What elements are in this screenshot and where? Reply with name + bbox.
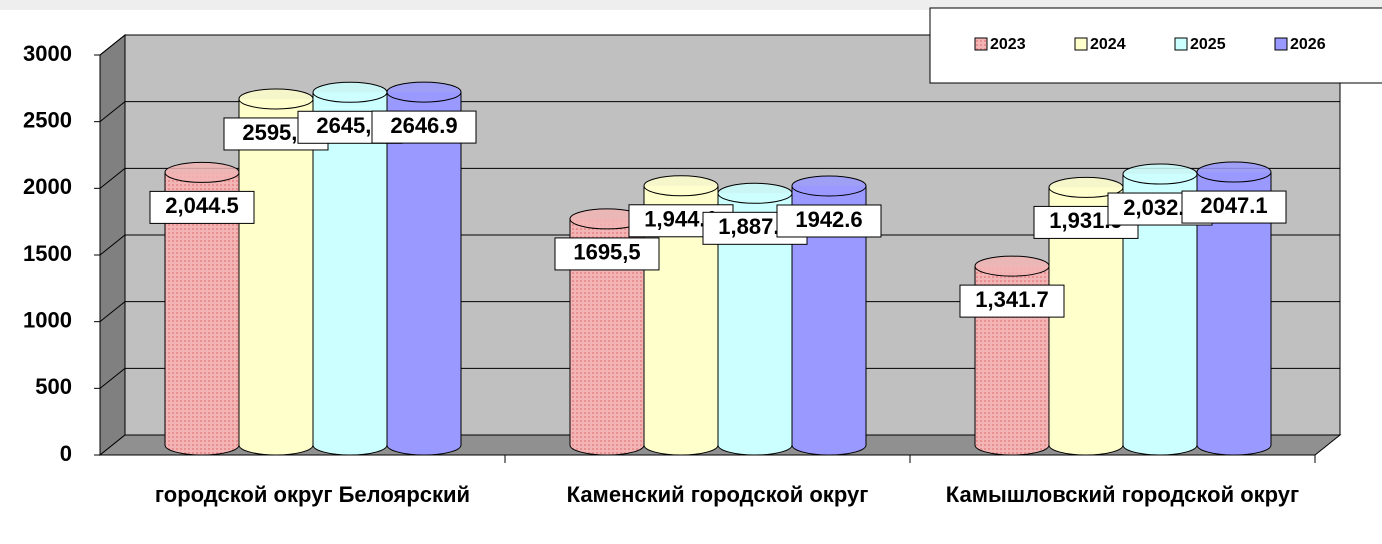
- legend-swatch: [1074, 37, 1088, 51]
- legend-swatch: [974, 37, 988, 51]
- data-label-box: [702, 211, 808, 245]
- data-label: 2,044.5: [165, 193, 238, 218]
- y-tick-label: 2500: [23, 107, 72, 132]
- data-label: 1,341.7: [975, 287, 1048, 312]
- x-tick-label: Каменский городской округ: [566, 482, 869, 507]
- grid-line: [99, 167, 1340, 189]
- y-tick-label: 500: [35, 374, 72, 399]
- y-tick-label: 1000: [23, 307, 72, 332]
- bar: [238, 88, 314, 456]
- y-tick-label: 0: [60, 441, 72, 466]
- legend-swatch: [1274, 37, 1288, 51]
- data-label-box: [554, 237, 660, 271]
- data-label-box: [959, 284, 1065, 318]
- legend-label: 2026: [1290, 36, 1326, 53]
- legend-label: 2024: [1090, 36, 1126, 53]
- data-label: 1695,5: [573, 240, 640, 265]
- grid-line: [99, 301, 1340, 323]
- bar-top: [238, 88, 314, 110]
- data-label-box: [1181, 190, 1287, 224]
- bar: [386, 81, 462, 456]
- legend-label: 2023: [990, 36, 1026, 53]
- data-label-box: [371, 110, 477, 144]
- data-label-box: [776, 204, 882, 238]
- bar-top: [791, 175, 867, 197]
- bar-top: [1196, 161, 1272, 183]
- bar-top: [643, 175, 719, 197]
- bar-top: [386, 81, 462, 103]
- legend: [929, 7, 1382, 84]
- y-tick-label: 3000: [23, 41, 72, 66]
- bar-top: [974, 255, 1050, 277]
- bar-body: [387, 92, 461, 445]
- legend-swatch: [1174, 37, 1188, 51]
- grid-line: [99, 101, 1340, 123]
- grid-line: [99, 234, 1340, 256]
- x-tick-label: городской округ Белоярский: [154, 482, 471, 507]
- bar-body: [239, 98, 313, 446]
- bar-body: [313, 92, 387, 445]
- data-label-box: [149, 190, 255, 224]
- data-label: 2047.1: [1200, 193, 1267, 218]
- data-label: 1942.6: [795, 207, 862, 232]
- data-label: 2646.9: [390, 113, 457, 138]
- y-tick-label: 2000: [23, 174, 72, 199]
- bar-top: [717, 182, 793, 204]
- bar-top: [1122, 163, 1198, 185]
- legend-label: 2025: [1190, 36, 1226, 53]
- top-band: [0, 0, 1382, 10]
- bar-top: [312, 81, 388, 103]
- bar-top: [164, 161, 240, 183]
- grid-line: [99, 367, 1340, 389]
- x-tick-label: Камышловский городской округ: [945, 482, 1300, 507]
- y-tick-label: 1500: [23, 241, 72, 266]
- bar: [312, 81, 388, 456]
